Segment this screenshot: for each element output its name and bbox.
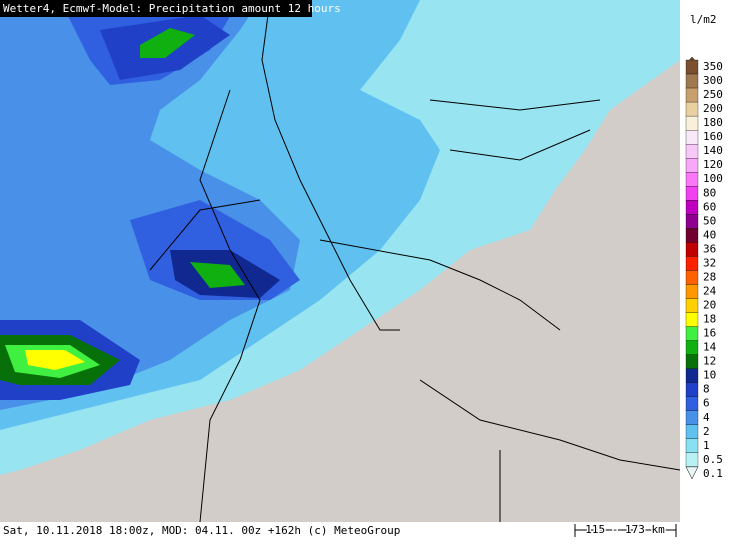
precip-16 — [140, 28, 195, 58]
legend-label: 40 — [703, 228, 716, 241]
legend-swatch — [685, 298, 699, 313]
legend-swatch — [685, 270, 699, 285]
legend-label: 28 — [703, 270, 716, 283]
legend-swatch — [685, 382, 699, 397]
legend-label: 20 — [703, 299, 716, 312]
legend-swatch — [685, 396, 699, 411]
legend-label: 180 — [703, 116, 723, 129]
legend-label: 2 — [703, 425, 710, 438]
legend-label: 36 — [703, 242, 716, 255]
legend-label: 200 — [703, 102, 723, 115]
legend-label: 140 — [703, 144, 723, 157]
legend-label: 60 — [703, 200, 716, 213]
legend-swatch — [685, 256, 699, 271]
legend-swatch — [685, 242, 699, 257]
legend-label: 160 — [703, 130, 723, 143]
legend-label: 14 — [703, 341, 717, 354]
legend-swatch — [685, 73, 699, 89]
legend-swatch — [685, 368, 699, 383]
legend-swatch — [685, 354, 699, 369]
legend-label: 24 — [703, 284, 717, 297]
legend-label: 80 — [703, 186, 716, 199]
legend-label: 120 — [703, 158, 723, 171]
legend-swatch — [685, 326, 699, 341]
legend-label: 32 — [703, 256, 716, 269]
legend-label: 300 — [703, 74, 723, 87]
precip-4 — [0, 0, 300, 410]
legend-label: 8 — [703, 383, 710, 396]
legend-swatch — [685, 340, 699, 355]
scale-bar — [574, 524, 677, 537]
legend-swatch — [685, 115, 699, 131]
legend-label: 4 — [703, 411, 710, 424]
legend-swatch — [685, 410, 699, 425]
legend-swatch — [685, 228, 699, 243]
legend-swatch — [685, 186, 699, 201]
legend-arrow — [685, 466, 699, 480]
legend-swatch — [685, 59, 699, 75]
title-bar — [0, 0, 312, 17]
legend-swatch — [685, 452, 699, 468]
legend-unit: l/m2 — [690, 13, 717, 26]
legend-label: 16 — [703, 327, 716, 340]
footer-info: Sat, 10.11.2018 18:00z, MOD: 04.11. 00z … — [3, 524, 400, 537]
legend-swatch — [685, 87, 699, 103]
legend-swatch — [685, 144, 699, 159]
scale-label: 115 - 173 km — [585, 523, 665, 536]
legend-swatch — [685, 129, 699, 145]
legend-swatch — [685, 312, 699, 327]
precip-16b — [190, 262, 245, 288]
title: Wetter4, Ecmwf-Model: Precipitation amou… — [3, 2, 341, 15]
legend-label: 100 — [703, 172, 723, 185]
legend-label: 0.1 — [703, 467, 723, 480]
legend-swatch — [685, 214, 699, 229]
legend-label: 0.5 — [703, 453, 723, 466]
legend: 3503002502001801601401201008060504036322… — [685, 56, 723, 480]
legend-label: 10 — [703, 369, 716, 382]
legend-label: 12 — [703, 355, 716, 368]
legend-swatch — [685, 101, 699, 117]
legend-swatch — [685, 424, 699, 439]
legend-label: 1 — [703, 439, 710, 452]
legend-label: 350 — [703, 60, 723, 73]
legend-swatch — [685, 438, 699, 453]
footer-bar — [0, 522, 740, 540]
legend-label: 6 — [703, 397, 710, 410]
legend-swatch — [685, 284, 699, 299]
legend-label: 50 — [703, 214, 716, 227]
legend-label: 18 — [703, 313, 716, 326]
legend-swatch — [685, 200, 699, 215]
map — [0, 0, 681, 523]
legend-swatch — [685, 158, 699, 173]
legend-swatch — [685, 172, 699, 187]
borders — [149, 0, 681, 523]
precip-20 — [25, 350, 85, 370]
legend-label: 250 — [703, 88, 723, 101]
